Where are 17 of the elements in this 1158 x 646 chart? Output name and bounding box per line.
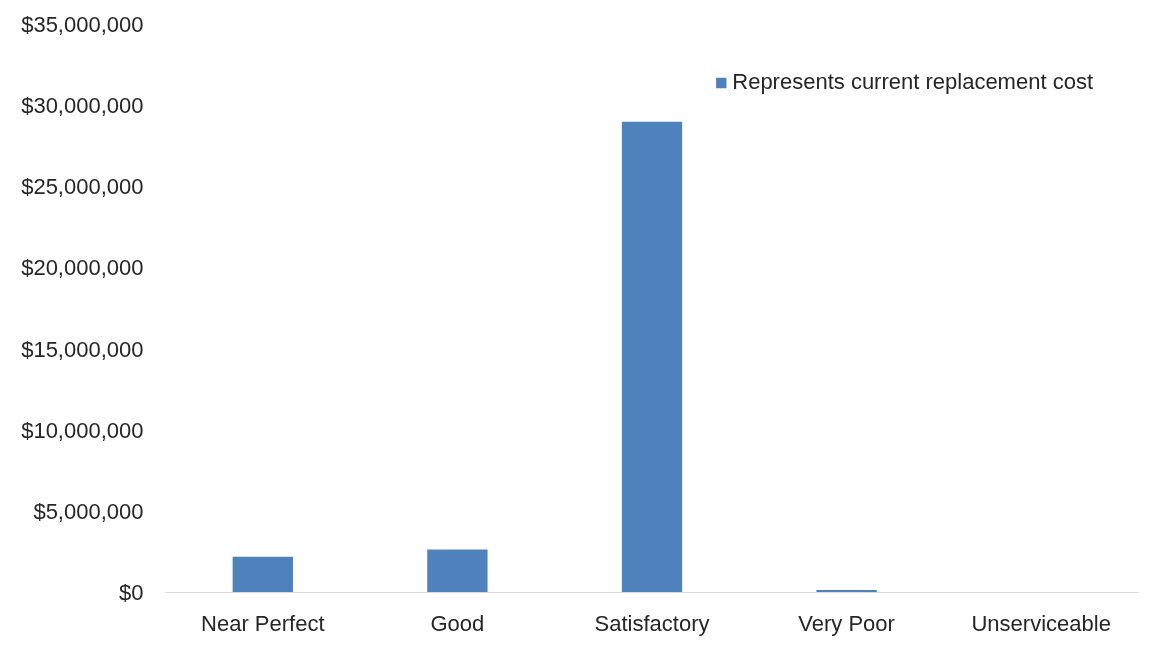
y-tick-label: $25,000,000 <box>21 174 144 200</box>
x-tick-label: Satisfactory <box>594 610 710 636</box>
y-tick-label: $20,000,000 <box>21 255 144 281</box>
bar <box>427 549 488 593</box>
y-tick-label: $5,000,000 <box>33 498 144 524</box>
bar <box>621 121 683 593</box>
x-tick-label: Near Perfect <box>201 610 325 636</box>
x-tick-label: Good <box>430 610 485 636</box>
x-tick-label: Very Poor <box>798 610 895 636</box>
bar <box>232 556 293 593</box>
y-tick-label: $15,000,000 <box>21 336 144 362</box>
y-tick-label: $35,000,000 <box>21 12 144 37</box>
x-tick-label: Unserviceable <box>971 610 1111 636</box>
legend-label: Represents current replacement cost <box>732 69 1093 95</box>
y-tick-label: $0 <box>119 580 144 605</box>
y-tick-label: $30,000,000 <box>21 93 144 119</box>
y-tick-label: $10,000,000 <box>21 417 144 443</box>
